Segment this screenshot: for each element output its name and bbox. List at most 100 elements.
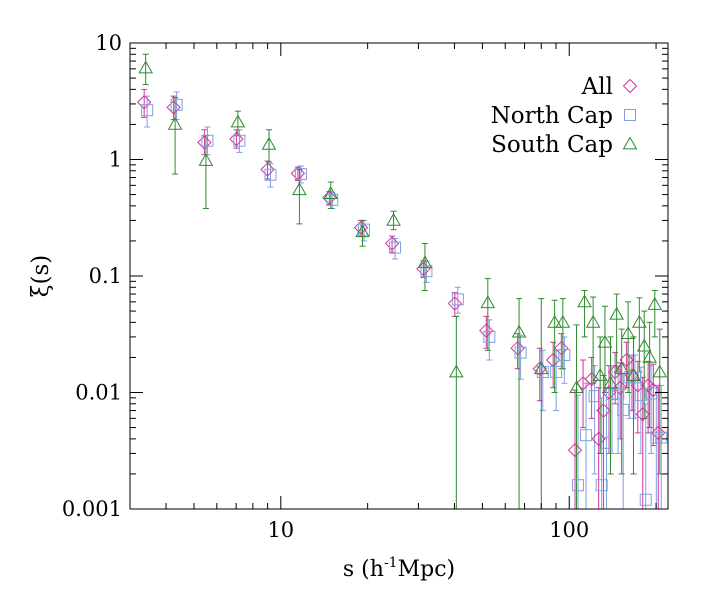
point-north-cap-5: [294, 168, 307, 181]
point-south-cap-9: [417, 255, 433, 269]
point-south-cap-15: [555, 314, 571, 328]
x-axis-label-main: s (h: [343, 557, 384, 582]
x-axis-label-superscript: -1: [384, 555, 398, 571]
point-north-cap-30: [655, 431, 668, 444]
point-south-cap-12: [511, 324, 527, 338]
point-south-cap-8: [386, 212, 401, 226]
point-south-cap-25: [626, 367, 641, 381]
point-all-10: [447, 296, 463, 311]
point-south-cap-7: [355, 224, 370, 238]
point-south-cap-10: [448, 364, 464, 378]
axis-ticks: [129, 42, 668, 510]
point-south-cap-20: [597, 334, 613, 348]
point-south-cap-16: [569, 380, 584, 394]
point-all-0: [136, 95, 152, 110]
point-south-cap-14: [547, 314, 563, 328]
point-all-27: [635, 407, 650, 422]
point-north-cap-13: [536, 365, 549, 378]
point-north-cap-7: [358, 223, 371, 236]
point-south-cap-29: [647, 296, 663, 310]
y-tick-label-1: 0.01: [75, 381, 122, 405]
point-south-cap-6: [323, 186, 339, 199]
point-south-cap-11: [480, 295, 496, 309]
x-axis-label: s (h-1Mpc): [343, 555, 455, 582]
y-tick-label-4: 10: [95, 31, 122, 55]
point-all-2: [197, 135, 212, 150]
point-all-1: [166, 100, 181, 115]
point-south-cap-0: [138, 60, 154, 74]
point-all-6: [322, 190, 337, 205]
legend-label-north-cap: North Cap: [491, 103, 613, 129]
point-north-cap-10: [451, 293, 464, 306]
point-all-8: [384, 236, 400, 251]
y-tick-label-2: 0.1: [89, 264, 122, 288]
point-north-cap-22: [612, 387, 625, 400]
point-south-cap-26: [631, 314, 647, 328]
point-north-cap-16: [572, 479, 585, 492]
y-tick-label-3: 1: [109, 148, 122, 172]
point-all-30: [651, 425, 666, 441]
point-all-24: [619, 352, 634, 368]
point-south-cap-22: [609, 306, 625, 320]
point-all-21: [601, 385, 617, 400]
point-north-cap-27: [639, 493, 652, 506]
point-south-cap-27: [636, 338, 652, 352]
point-north-cap-14: [550, 365, 563, 378]
x-tick-label-1: 100: [549, 518, 589, 542]
point-all-3: [229, 131, 244, 147]
point-south-cap-4: [261, 136, 277, 150]
y-axis-label: ξ(s): [28, 255, 54, 297]
point-all-4: [260, 162, 275, 177]
point-north-cap-11: [483, 330, 496, 343]
point-south-cap-2: [198, 153, 214, 166]
point-south-cap-23: [614, 361, 630, 375]
point-south-cap-19: [592, 367, 608, 381]
point-all-7: [353, 220, 369, 235]
point-south-cap-24: [620, 326, 636, 340]
point-north-cap-1: [170, 98, 183, 111]
point-all-12: [510, 340, 525, 356]
point-south-cap-1: [167, 116, 183, 130]
legend-marker-all: [622, 78, 638, 94]
point-north-cap-28: [645, 387, 658, 400]
point-all-11: [479, 323, 494, 338]
point-south-cap-28: [642, 349, 657, 363]
point-south-cap-30: [652, 364, 668, 378]
point-all-19: [591, 431, 606, 447]
point-north-cap-8: [389, 241, 402, 254]
legend: All North Cap South Cap: [491, 74, 638, 158]
point-north-cap-15: [558, 348, 571, 361]
legend-marker-north-cap: [624, 109, 636, 121]
point-north-cap-23: [617, 403, 630, 416]
tick-labels: 10 100 0.001 0.01 0.1 1 10: [62, 31, 589, 542]
point-all-16: [567, 442, 583, 458]
point-south-cap-18: [585, 314, 601, 328]
legend-marker-south-cap: [622, 136, 638, 150]
point-north-cap-12: [514, 346, 527, 359]
point-south-cap-17: [577, 294, 592, 308]
markers-layer: [136, 60, 668, 506]
y-tick-label-0: 0.001: [62, 497, 122, 521]
point-north-cap-2: [201, 134, 214, 147]
point-north-cap-4: [264, 168, 277, 181]
point-north-cap-3: [233, 134, 246, 147]
point-all-22: [607, 364, 623, 380]
point-south-cap-3: [230, 114, 246, 128]
point-north-cap-6: [326, 193, 339, 206]
point-south-cap-21: [603, 375, 618, 389]
point-south-cap-5: [292, 182, 307, 196]
x-axis-label-tail: Mpc): [398, 557, 456, 582]
point-north-cap-19: [595, 479, 608, 492]
point-south-cap-13: [533, 361, 549, 375]
point-north-cap-26: [634, 389, 647, 402]
point-north-cap-20: [600, 436, 613, 449]
point-north-cap-17: [580, 429, 593, 442]
legend-label-all: All: [581, 74, 613, 100]
point-all-20: [596, 403, 611, 418]
point-all-15: [554, 340, 569, 356]
x-tick-label-0: 10: [267, 518, 294, 542]
legend-label-south-cap: South Cap: [491, 132, 613, 158]
point-north-cap-18: [588, 390, 601, 403]
point-north-cap-9: [420, 265, 433, 278]
